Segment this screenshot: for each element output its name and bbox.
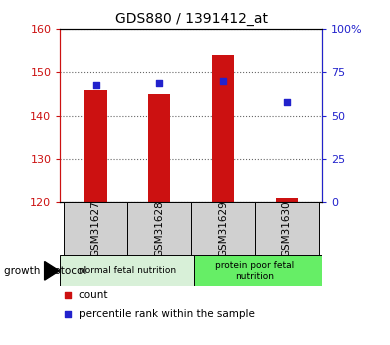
Text: percentile rank within the sample: percentile rank within the sample xyxy=(79,309,255,319)
Bar xyxy=(64,202,128,255)
Point xyxy=(65,311,71,317)
Bar xyxy=(84,90,106,202)
Point xyxy=(156,80,162,86)
Point xyxy=(65,292,71,298)
Point xyxy=(92,82,99,87)
Bar xyxy=(255,202,319,255)
Text: normal fetal nutrition: normal fetal nutrition xyxy=(79,266,176,275)
Text: protein poor fetal
nutrition: protein poor fetal nutrition xyxy=(215,261,294,280)
Bar xyxy=(148,94,170,202)
Text: GSM31629: GSM31629 xyxy=(218,200,228,257)
Bar xyxy=(212,55,234,202)
Text: growth protocol: growth protocol xyxy=(4,266,86,276)
Polygon shape xyxy=(44,262,59,280)
Point xyxy=(284,99,290,105)
Text: count: count xyxy=(79,290,108,300)
Text: GSM31627: GSM31627 xyxy=(90,200,101,257)
Bar xyxy=(276,198,298,202)
Bar xyxy=(194,255,322,286)
Title: GDS880 / 1391412_at: GDS880 / 1391412_at xyxy=(115,11,268,26)
Bar xyxy=(60,255,194,286)
Bar xyxy=(128,202,191,255)
Text: GSM31628: GSM31628 xyxy=(154,200,164,257)
Point xyxy=(220,78,226,84)
Text: GSM31630: GSM31630 xyxy=(282,200,292,257)
Bar xyxy=(191,202,255,255)
